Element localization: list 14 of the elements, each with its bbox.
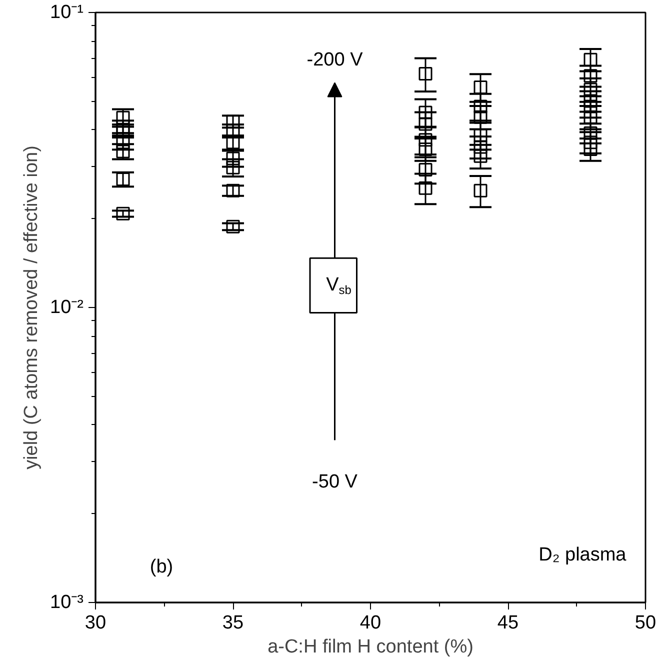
- y-tick-label: 10⁻²: [50, 297, 84, 318]
- x-tick-label: 30: [84, 612, 106, 634]
- annotation: (b): [150, 556, 174, 578]
- x-tick-label: 45: [497, 612, 519, 634]
- x-tick-label: 35: [222, 612, 244, 634]
- annotation: -200 V: [306, 50, 364, 71]
- x-axis-title: a-C:H film H content (%): [268, 636, 474, 658]
- y-axis-title: yield (C atoms removed / effective ion): [21, 146, 42, 470]
- y-tick-label: 10⁻¹: [50, 2, 84, 23]
- y-tick-label: 10⁻³: [50, 592, 84, 613]
- x-tick-label: 40: [360, 612, 382, 634]
- x-tick-label: 50: [634, 612, 656, 634]
- annotation: -50 V: [312, 472, 358, 493]
- annotation: D₂ plasma: [538, 544, 627, 566]
